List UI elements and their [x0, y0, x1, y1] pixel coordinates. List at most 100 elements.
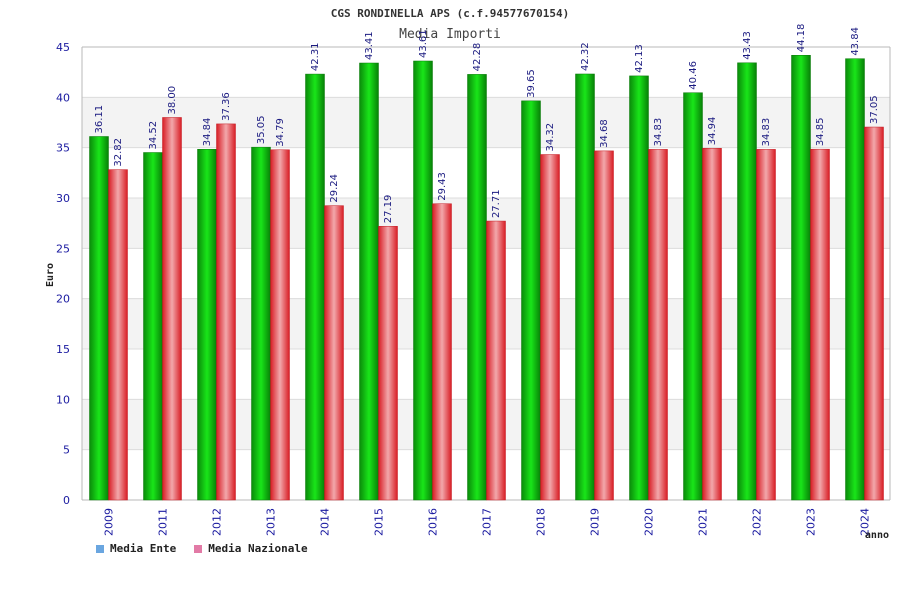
value-label-media-nazionale: 34.68	[599, 119, 610, 148]
y-axis-ticks: 0 5 10 15 20 25 30 35 40 45	[56, 41, 70, 507]
value-label-media-ente: 43.43	[742, 31, 753, 60]
bar-media-nazionale	[324, 205, 344, 501]
y-tick-label: 40	[56, 91, 70, 104]
bar-media-ente	[89, 136, 109, 501]
bar-media-ente	[359, 62, 379, 501]
value-label-media-ente: 42.28	[472, 43, 483, 72]
x-tick-label: 2011	[157, 508, 170, 536]
bar-media-nazionale	[108, 169, 128, 501]
x-tick-label: 2014	[319, 508, 332, 536]
value-label-media-ente: 36.11	[94, 105, 105, 134]
bar-media-nazionale	[756, 149, 776, 501]
x-tick-label: 2020	[643, 508, 656, 536]
bar-media-ente	[251, 146, 271, 501]
value-label-media-nazionale: 37.36	[221, 92, 232, 121]
bar-media-ente	[305, 73, 325, 501]
x-tick-label: 2015	[373, 508, 386, 536]
value-labels: 36.11 32.82 34.52 38.00 34.84 37.36 35.05 34.79…	[94, 24, 880, 224]
legend-swatch-ente	[96, 544, 104, 553]
x-tick-label: 2024	[859, 508, 872, 536]
value-label-media-nazionale: 34.83	[761, 118, 772, 147]
value-label-media-ente: 39.65	[526, 69, 537, 98]
y-tick-label: 30	[56, 192, 70, 205]
value-label-media-nazionale: 29.24	[329, 174, 340, 203]
value-label-media-nazionale: 27.19	[383, 195, 394, 224]
y-tick-label: 25	[56, 242, 70, 255]
y-axis-label: Euro	[45, 263, 56, 287]
value-label-media-nazionale: 34.79	[275, 118, 286, 147]
value-label-media-ente: 43.61	[418, 29, 429, 58]
value-label-media-ente: 42.32	[580, 42, 591, 71]
value-label-media-nazionale: 37.05	[869, 95, 880, 124]
bar-media-nazionale	[378, 226, 398, 501]
legend-label-ente: Media Ente	[110, 542, 177, 555]
bar-media-nazionale	[702, 148, 722, 501]
bar-media-ente	[683, 92, 703, 501]
bar-media-nazionale	[810, 148, 830, 501]
bar-media-nazionale	[540, 154, 560, 501]
bar-media-nazionale	[594, 150, 614, 501]
x-tick-label: 2016	[427, 508, 440, 536]
y-tick-label: 10	[56, 393, 70, 406]
value-label-media-ente: 44.18	[796, 24, 807, 53]
x-tick-label: 2013	[265, 508, 278, 536]
x-tick-label: 2022	[751, 508, 764, 536]
y-tick-label: 0	[63, 494, 70, 507]
bar-media-nazionale	[162, 117, 182, 501]
bar-media-ente	[737, 62, 757, 501]
x-axis-label: anno	[865, 530, 889, 541]
value-label-media-nazionale: 34.85	[815, 118, 826, 147]
value-label-media-nazionale: 38.00	[167, 86, 178, 115]
value-label-media-nazionale: 34.32	[545, 123, 556, 152]
bar-media-nazionale	[270, 149, 290, 501]
x-axis-ticks: 2009 2011 2012 2013 2014 2015 2016 2017 2018 2019…	[103, 508, 872, 536]
value-label-media-nazionale: 29.43	[437, 172, 448, 201]
value-label-media-ente: 43.84	[850, 27, 861, 56]
bar-media-nazionale	[432, 203, 452, 501]
x-tick-label: 2009	[103, 508, 116, 536]
bar-media-ente	[467, 74, 487, 501]
y-tick-label: 45	[56, 41, 70, 54]
value-label-media-nazionale: 34.94	[707, 117, 718, 146]
bars	[89, 55, 884, 501]
x-tick-label: 2023	[805, 508, 818, 536]
x-tick-label: 2021	[697, 508, 710, 536]
value-label-media-ente: 42.31	[310, 42, 321, 71]
bar-media-ente	[629, 75, 649, 501]
x-tick-label: 2012	[211, 508, 224, 536]
bar-media-ente	[521, 100, 541, 501]
chart-subtitle: Media Importi	[399, 27, 501, 42]
legend-label-nazionale: Media Nazionale	[208, 542, 308, 555]
bar-media-nazionale	[864, 126, 884, 501]
y-tick-label: 15	[56, 343, 70, 356]
value-label-media-ente: 40.46	[688, 61, 699, 90]
value-label-media-nazionale: 32.82	[113, 138, 124, 167]
legend-item-ente: Media Ente	[96, 542, 176, 555]
x-tick-label: 2018	[535, 508, 548, 536]
bar-media-ente	[791, 55, 811, 501]
bar-media-ente	[197, 149, 217, 501]
legend-item-nazionale: Media Nazionale	[194, 542, 308, 555]
bar-media-nazionale	[486, 220, 506, 501]
value-label-media-ente: 35.05	[256, 116, 267, 145]
bar-media-ente	[143, 152, 163, 501]
value-label-media-ente: 42.13	[634, 44, 645, 73]
y-tick-label: 35	[56, 142, 70, 155]
bar-media-ente	[575, 73, 595, 501]
value-label-media-ente: 43.41	[364, 31, 375, 60]
bar-media-nazionale	[216, 123, 236, 501]
legend: Media Ente Media Nazionale	[96, 542, 308, 555]
bar-media-nazionale	[648, 149, 668, 501]
chart-title: CGS RONDINELLA APS (c.f.94577670154)	[331, 7, 569, 20]
value-label-media-nazionale: 34.83	[653, 118, 664, 147]
y-tick-label: 5	[63, 444, 70, 457]
value-label-media-ente: 34.84	[202, 118, 213, 147]
bar-media-ente	[413, 60, 433, 501]
value-label-media-nazionale: 27.71	[491, 189, 502, 218]
legend-swatch-nazionale	[194, 544, 203, 553]
x-tick-label: 2017	[481, 508, 494, 536]
y-tick-label: 20	[56, 293, 70, 306]
value-label-media-ente: 34.52	[148, 121, 159, 150]
x-tick-label: 2019	[589, 508, 602, 536]
